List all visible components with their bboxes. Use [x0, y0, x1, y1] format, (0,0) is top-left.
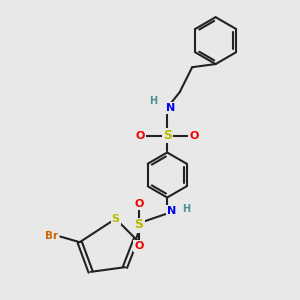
- Text: S: S: [112, 214, 120, 224]
- Text: O: O: [134, 199, 144, 209]
- Text: N: N: [167, 206, 176, 216]
- Text: N: N: [166, 103, 175, 113]
- Text: O: O: [189, 131, 198, 141]
- Text: O: O: [134, 241, 144, 251]
- Text: Br: Br: [45, 231, 58, 241]
- Text: S: S: [135, 218, 144, 232]
- Text: H: H: [182, 204, 190, 214]
- Text: S: S: [163, 129, 172, 142]
- Text: H: H: [149, 96, 157, 106]
- Text: O: O: [136, 131, 145, 141]
